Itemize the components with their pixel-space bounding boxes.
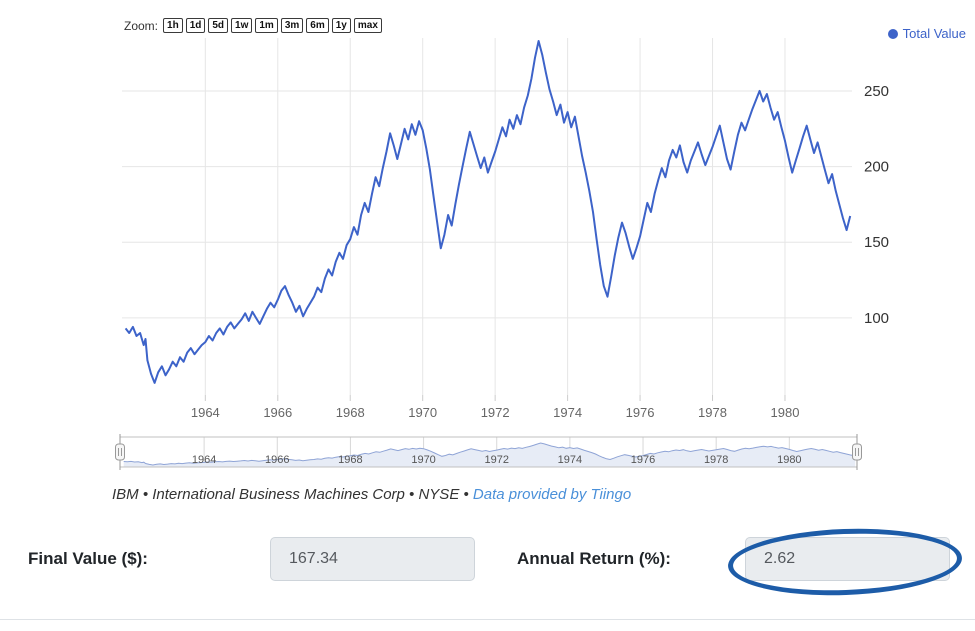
navigator-handle-left[interactable] <box>115 443 125 461</box>
navigator-year-label: 1974 <box>558 454 582 466</box>
y-axis-label: 200 <box>864 159 889 176</box>
y-axis-label: 100 <box>864 310 889 327</box>
chart-caption: IBM • International Business Machines Co… <box>112 486 631 503</box>
x-axis-label: 1966 <box>263 405 292 420</box>
stock-chart: Zoom: 1h 1d 5d 1w 1m 3m 6m 1y max Total Value 10… <box>112 8 970 480</box>
legend-marker-icon <box>887 28 898 39</box>
x-axis-label: 1972 <box>481 405 510 420</box>
final-value-label: Final Value ($): <box>28 549 148 568</box>
x-axis-label: 1976 <box>626 405 655 420</box>
zoom-button-1y[interactable]: 1y <box>331 18 351 33</box>
annual-return-input[interactable] <box>745 537 950 581</box>
tiingo-link[interactable]: Data provided by Tiingo <box>472 486 632 503</box>
legend[interactable]: Total Value <box>887 26 966 41</box>
zoom-button-3m[interactable]: 3m <box>280 18 304 33</box>
navigator-handle-right[interactable] <box>852 443 862 461</box>
navigator-year-label: 1978 <box>704 454 728 466</box>
navigator-year-label: 1976 <box>631 454 655 466</box>
zoom-button-1m[interactable]: 1m <box>255 18 278 33</box>
y-axis-label: 150 <box>864 234 889 251</box>
zoom-button-1d[interactable]: 1d <box>185 18 206 33</box>
navigator-year-label: 1964 <box>192 454 216 466</box>
x-axis-label: 1974 <box>553 405 582 420</box>
zoom-buttons: 1h 1d 5d 1w 1m 3m 6m 1y max <box>163 18 382 33</box>
zoom-button-5d[interactable]: 5d <box>208 18 229 33</box>
navigator-year-label: 1966 <box>265 454 289 466</box>
navigator-year-label: 1972 <box>484 454 508 466</box>
zoom-controls: Zoom: 1h 1d 5d 1w 1m 3m 6m 1y max <box>124 18 382 33</box>
navigator-line <box>123 442 856 466</box>
price-line[interactable] <box>124 40 852 384</box>
annual-return-label: Annual Return (%): <box>517 549 671 568</box>
x-axis-label: 1970 <box>408 405 437 420</box>
final-value-input[interactable] <box>270 537 475 581</box>
caption-text: IBM • International Business Machines Co… <box>112 486 473 503</box>
navigator-year-label: 1980 <box>777 454 801 466</box>
chart-canvas[interactable]: 100 150 200 250 1964 1966 1968 1970 1972 1974 1976… <box>112 8 970 480</box>
x-axis-label: 1980 <box>771 405 800 420</box>
divider <box>0 619 975 620</box>
x-axis-label: 1964 <box>191 405 220 420</box>
zoom-button-1h[interactable]: 1h <box>163 18 183 33</box>
navigator-year-label: 1968 <box>338 454 362 466</box>
navigator-area <box>123 443 856 467</box>
zoom-button-max[interactable]: max <box>353 18 382 33</box>
zoom-label: Zoom: <box>124 18 159 33</box>
zoom-button-6m[interactable]: 6m <box>306 18 329 33</box>
navigator-year-label: 1970 <box>411 454 435 466</box>
zoom-button-1w[interactable]: 1w <box>231 18 253 33</box>
x-axis-label: 1968 <box>336 405 365 420</box>
y-axis-label: 250 <box>864 83 889 100</box>
x-axis-label: 1978 <box>698 405 727 420</box>
legend-label: Total Value <box>902 26 966 41</box>
